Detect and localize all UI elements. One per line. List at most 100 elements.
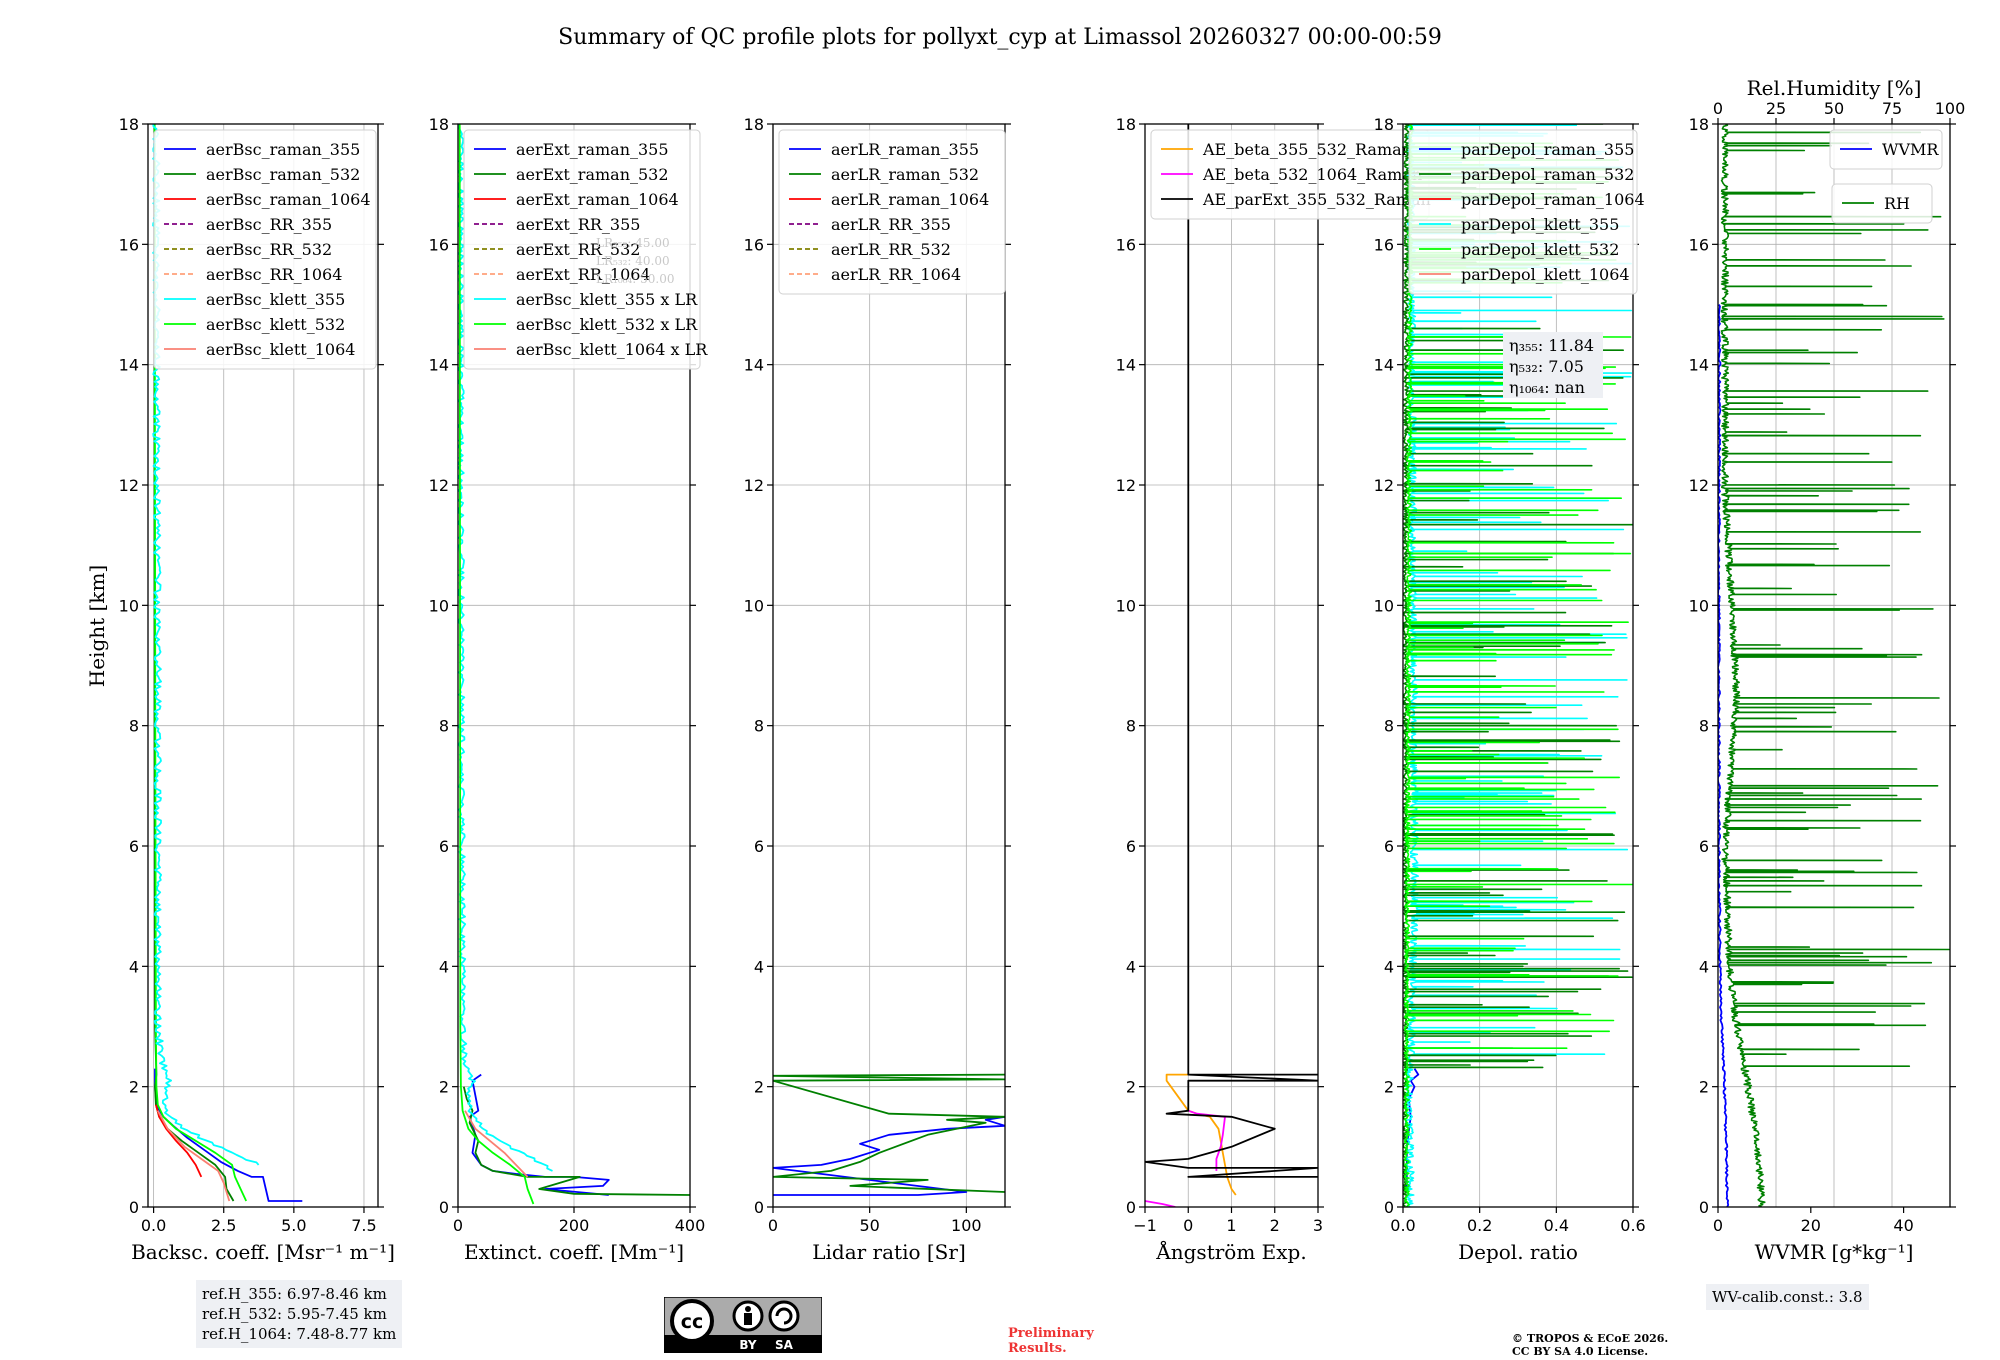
eta-value: η₃₅₅: 11.84 — [1509, 336, 1594, 355]
x-axis-label: Depol. ratio — [1458, 1240, 1578, 1264]
y-tick-label: 4 — [1126, 957, 1136, 976]
series-line-aerlr-raman-532 — [773, 1073, 1005, 1193]
series-line-aerbsc-klett-532 — [153, 124, 248, 1202]
legend-label: WVMR — [1882, 140, 1939, 159]
reference-heights-box: ref.H_355: 6.97-8.46 km ref.H_532: 5.95-… — [196, 1280, 403, 1348]
y-tick-label: 18 — [429, 115, 449, 134]
legend-label: aerBsc_klett_355 x LR — [516, 290, 698, 309]
series-group — [773, 1073, 1005, 1196]
y-tick-label: 18 — [119, 115, 139, 134]
legend: parDepol_raman_355 parDepol_raman_532 parD… — [1408, 129, 1645, 295]
legend-wvmr: WVMR — [1829, 129, 1943, 170]
legend-frame — [1408, 129, 1638, 295]
y-tick-label: 14 — [744, 356, 764, 375]
legend-frame — [463, 129, 701, 370]
series-group — [1145, 124, 1318, 1207]
y-tick-label: 0 — [1384, 1198, 1394, 1217]
series-line-ae-beta-532-1064-raman-low — [1145, 1200, 1176, 1207]
x-tick-label: 2.5 — [211, 1216, 236, 1235]
y-tick-label: 8 — [754, 717, 764, 736]
legend-label: aerBsc_raman_532 — [206, 165, 360, 184]
series-line-rh — [1720, 124, 1950, 1207]
legend: aerLR_raman_355 aerLR_raman_532 aerLR_rama… — [778, 129, 1006, 295]
y-tick-label: 16 — [1689, 235, 1709, 254]
x-axis-label: Ångström Exp. — [1155, 1239, 1306, 1264]
series-line-pardepol-raman-355 — [1405, 1068, 1420, 1189]
x-tick-label: 50 — [859, 1216, 879, 1235]
license-sa-label: SA — [775, 1338, 794, 1352]
y-tick-label: 14 — [1116, 356, 1136, 375]
x-tick-label: 1 — [1226, 1216, 1236, 1235]
series-group — [152, 124, 303, 1202]
legend: aerBsc_raman_355 aerBsc_raman_532 aerBsc_r… — [153, 129, 377, 370]
legend-label: aerBsc_klett_1064 — [206, 340, 355, 359]
legend-label: parDepol_raman_1064 — [1461, 190, 1645, 209]
y-tick-label: 2 — [754, 1078, 764, 1097]
x-tick-label: 7.5 — [351, 1216, 376, 1235]
x-tick-label: 0.2 — [1467, 1216, 1492, 1235]
y-tick-label: 10 — [1689, 596, 1709, 615]
x-tick-label: 0 — [1713, 1216, 1723, 1235]
top-x-tick-label: 100 — [1935, 99, 1966, 118]
cc-logo-icon — [670, 1299, 714, 1343]
legend-label: aerLR_RR_355 — [831, 215, 951, 234]
x-tick-label: 0 — [768, 1216, 778, 1235]
y-tick-label: 14 — [119, 356, 139, 375]
y-tick-label: 16 — [1374, 235, 1394, 254]
figure-title: Summary of QC profile plots for pollyxt_… — [558, 25, 1442, 50]
x-tick-label: 100 — [951, 1216, 982, 1235]
ref-height-1064: ref.H_1064: 7.48-8.77 km — [202, 1325, 397, 1343]
x-tick-label: 0.0 — [141, 1216, 166, 1235]
lidar-ratio-note: LR₅₃₂: 40.00 — [596, 254, 670, 268]
x-tick-label: 0 — [1183, 1216, 1193, 1235]
x-axis-label: Extinct. coeff. [Mm⁻¹] — [464, 1240, 684, 1264]
y-tick-label: 4 — [129, 957, 139, 976]
y-tick-label: 8 — [129, 717, 139, 736]
eta-value: η₅₃₂: 7.05 — [1509, 357, 1584, 376]
y-tick-label: 8 — [1384, 717, 1394, 736]
y-tick-label: 6 — [439, 837, 449, 856]
y-tick-label: 18 — [1116, 115, 1136, 134]
eta-value: η₁₀₆₄: nan — [1509, 378, 1585, 397]
legend-label: parDepol_klett_532 — [1461, 240, 1619, 259]
legend-label: aerBsc_RR_355 — [206, 215, 332, 234]
lidar-ratio-note: LR₃₅₅: 45.00 — [596, 236, 670, 250]
license-by-label: BY — [739, 1338, 756, 1352]
x-tick-label: 3 — [1313, 1216, 1323, 1235]
legend-label: aerLR_raman_1064 — [831, 190, 989, 209]
preliminary-results-note: Preliminary Results. — [1008, 1326, 1094, 1356]
cc-license-badge: cc BY SA — [664, 1297, 822, 1353]
y-tick-label: 12 — [429, 476, 449, 495]
legend-label: aerBsc_klett_355 — [206, 290, 345, 309]
legend-label: aerExt_RR_1064 — [516, 265, 651, 284]
y-tick-label: 12 — [119, 476, 139, 495]
legend-label: AE_parExt_355_532_Raman — [1202, 190, 1431, 209]
panel-bsc: 0 2 4 6 8 10 12 14 16 18 0.0 2.5 5.0 7.5 Backsc. coeff… — [119, 115, 395, 1264]
y-tick-label: 2 — [1384, 1078, 1394, 1097]
y-tick-label: 12 — [1689, 476, 1709, 495]
ref-height-532: ref.H_532: 5.95-7.45 km — [202, 1305, 387, 1323]
y-tick-label: 10 — [744, 596, 764, 615]
x-tick-label: 200 — [559, 1216, 590, 1235]
legend-frame — [153, 129, 377, 370]
legend-frame — [1829, 129, 1943, 170]
y-tick-label: 0 — [129, 1198, 139, 1217]
x-tick-label: 400 — [675, 1216, 706, 1235]
x-tick-label: 5.0 — [281, 1216, 306, 1235]
axes-frame — [147, 123, 379, 1208]
series-line-aerbsc-klett-1064-x-lr — [464, 1110, 529, 1178]
share-alike-icon — [768, 1300, 800, 1332]
y-tick-label: 18 — [744, 115, 764, 134]
y-tick-label: 4 — [1699, 957, 1709, 976]
series-line-aerbsc-klett-1064 — [157, 1110, 231, 1202]
y-tick-label: 2 — [1126, 1078, 1136, 1097]
legend-label: aerBsc_klett_532 — [206, 315, 345, 334]
legend-frame — [778, 129, 1006, 295]
y-tick-label: 4 — [1384, 957, 1394, 976]
x-tick-label: 0 — [453, 1216, 463, 1235]
ref-height-355: ref.H_355: 6.97-8.46 km — [202, 1285, 387, 1303]
top-axis-label: Rel.Humidity [%] — [1747, 76, 1922, 100]
series-line-aerbsc-raman-1064 — [155, 1104, 203, 1178]
